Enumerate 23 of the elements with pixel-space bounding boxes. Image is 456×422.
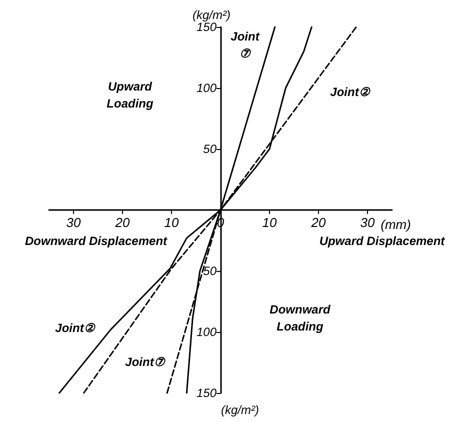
- y-tick-label: 100: [196, 325, 217, 339]
- x-axis-title: (mm): [380, 217, 411, 232]
- annotation: Downward Displacement: [24, 234, 168, 248]
- annotation: Joint⑦: [125, 355, 166, 369]
- x-tick-label: 30: [66, 215, 82, 230]
- annotation: Joint②: [55, 321, 96, 335]
- x-tick-label: 10: [262, 215, 278, 230]
- annotation: Upward Loading: [106, 80, 154, 110]
- x-tick-label: 20: [114, 215, 130, 230]
- x-tick-label: 20: [310, 215, 326, 230]
- annotation: Downward Loading: [270, 302, 331, 334]
- x-tick-label: 30: [360, 215, 376, 230]
- y-tick-label: 150: [196, 386, 217, 400]
- text: (kg/m²): [221, 403, 259, 417]
- y-tick-label: 50: [203, 264, 217, 278]
- x-tick-label: 10: [164, 215, 180, 230]
- annotation: Joint ⑦: [230, 30, 260, 60]
- annotation: Joint②: [330, 85, 371, 99]
- y-axis-title: (kg/m²): [192, 8, 230, 22]
- y-tick-label: 50: [203, 142, 217, 156]
- y-tick-label: 100: [196, 81, 217, 95]
- annotation: Upward Displacement: [319, 234, 446, 248]
- y-tick-label: 150: [196, 20, 217, 34]
